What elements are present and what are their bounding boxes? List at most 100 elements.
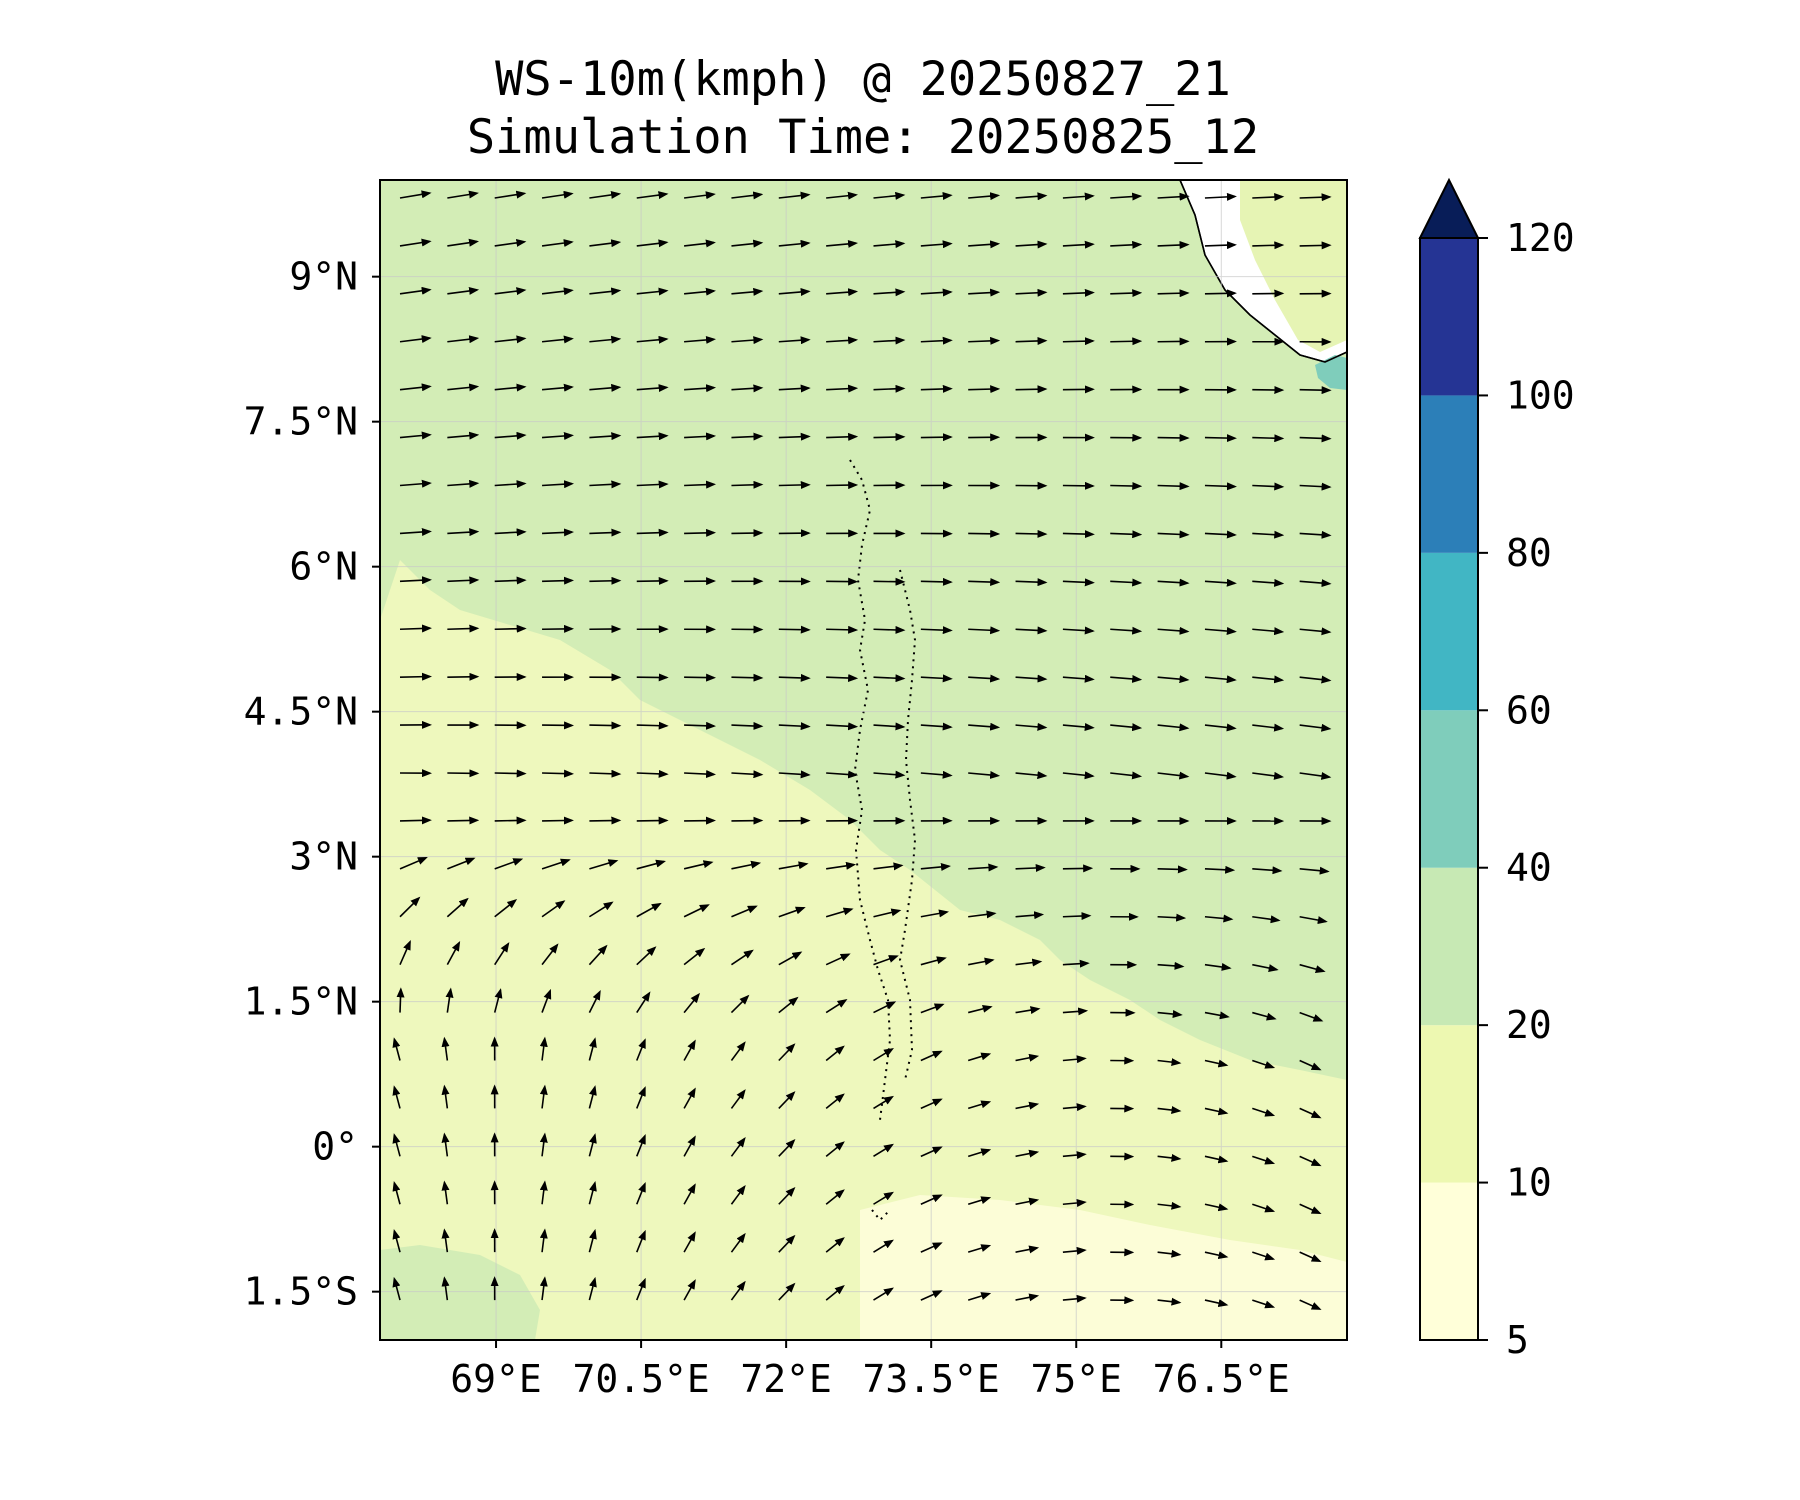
wind-vector <box>1157 1201 1182 1210</box>
y-tick-label: 7.5°N <box>244 400 358 444</box>
wind-vector <box>542 816 574 825</box>
y-tick-label: 6°N <box>289 545 358 589</box>
y-tick-label: 3°N <box>289 835 358 879</box>
wind-vector <box>441 1276 450 1301</box>
wind-vector <box>1157 289 1190 298</box>
wind-vector <box>494 624 527 633</box>
wind-vector <box>541 988 552 1013</box>
wind-vector <box>399 479 432 488</box>
wind-vector <box>920 956 947 966</box>
wind-vector <box>684 432 717 441</box>
wind-vector <box>1062 1246 1087 1255</box>
wind-vector <box>494 576 527 585</box>
wind-vector <box>683 992 701 1014</box>
wind-vector <box>778 1091 796 1109</box>
wind-vector <box>778 906 806 918</box>
wind-vector <box>636 1038 646 1061</box>
wind-vector <box>1299 675 1332 684</box>
wind-vector <box>1062 288 1095 297</box>
wind-vector <box>730 1184 746 1205</box>
wind-vector <box>494 816 527 825</box>
wind-vector <box>1157 723 1190 732</box>
wind-vector <box>589 576 622 585</box>
wind-vector <box>1204 530 1237 539</box>
wind-vector <box>778 336 811 345</box>
wind-vector <box>684 480 717 489</box>
wind-vector <box>920 909 949 918</box>
wind-vector <box>542 576 575 585</box>
wind-vector <box>873 191 906 200</box>
wind-vector <box>920 240 953 249</box>
wind-vector <box>730 1089 746 1109</box>
wind-vector <box>968 240 1001 249</box>
wind-vector <box>778 722 811 731</box>
wind-vector <box>920 1050 943 1062</box>
wind-vector <box>392 1085 401 1109</box>
wind-vector <box>1252 1059 1276 1069</box>
wind-vector <box>730 994 750 1014</box>
wind-vector <box>1157 675 1190 684</box>
wind-vector <box>684 239 716 248</box>
wind-vector <box>683 1039 696 1061</box>
wind-vector <box>1299 386 1332 395</box>
wind-vector <box>873 288 906 297</box>
colorbar-tick-label: 20 <box>1506 1003 1552 1047</box>
wind-vector <box>636 1086 646 1109</box>
x-tick-label: 76.5°E <box>1153 1357 1290 1401</box>
wind-vector <box>1015 240 1048 249</box>
wind-vector <box>636 721 669 730</box>
wind-vector <box>541 287 574 296</box>
wind-vector <box>967 1244 992 1253</box>
wind-vector <box>589 190 622 199</box>
wind-vector <box>683 1231 696 1253</box>
wind-vector <box>778 1282 796 1301</box>
wind-vector <box>825 1141 845 1157</box>
wind-vector <box>1015 674 1048 683</box>
wind-vector <box>731 905 758 918</box>
wind-vector <box>1062 1007 1089 1016</box>
wind-vector <box>1204 963 1232 971</box>
wind-vector <box>684 335 716 344</box>
wind-vector <box>1015 1245 1040 1254</box>
wind-vector <box>1299 723 1332 732</box>
wind-vector <box>920 674 953 683</box>
wind-vector <box>447 624 480 633</box>
wind-vector <box>1252 1299 1276 1309</box>
x-tick-label: 72°E <box>740 1357 832 1401</box>
wind-vector <box>683 904 710 918</box>
wind-vector <box>588 944 608 966</box>
wind-vector <box>589 239 622 248</box>
wind-vector <box>589 335 622 344</box>
wind-vector <box>441 1036 450 1061</box>
wind-vector <box>493 988 503 1013</box>
wind-vector <box>967 1148 992 1158</box>
wind-vector <box>825 998 848 1014</box>
colorbar-tick-label: 40 <box>1506 846 1552 890</box>
wind-vector <box>1015 911 1045 920</box>
wind-vector <box>1062 912 1092 921</box>
wind-vector <box>1015 1006 1041 1015</box>
wind-vector <box>399 576 432 585</box>
wind-vector <box>447 287 480 295</box>
wind-vector <box>541 943 559 966</box>
wind-vector <box>441 1084 450 1109</box>
wind-vector <box>1015 863 1046 872</box>
wind-vector <box>1015 288 1048 297</box>
wind-vector <box>825 1045 845 1062</box>
wind-vector <box>539 1084 548 1109</box>
wind-vector <box>1252 530 1285 539</box>
colorbar-segment <box>1420 1025 1478 1183</box>
wind-vector <box>968 722 1001 731</box>
wind-vector <box>399 816 432 825</box>
wind-vector <box>392 1181 401 1205</box>
figure-title-line1: WS-10m(kmph) @ 20250827_21 <box>495 52 1231 107</box>
wind-vector <box>825 953 851 966</box>
wind-vector <box>968 1004 993 1014</box>
wind-vector <box>873 1001 897 1014</box>
wind-vector <box>873 1095 894 1110</box>
wind-vector <box>1062 1294 1087 1303</box>
maldives-atolls <box>849 459 917 1222</box>
wind-vector <box>1110 337 1143 346</box>
wind-vector <box>494 769 527 778</box>
wind-vector <box>1015 529 1048 538</box>
